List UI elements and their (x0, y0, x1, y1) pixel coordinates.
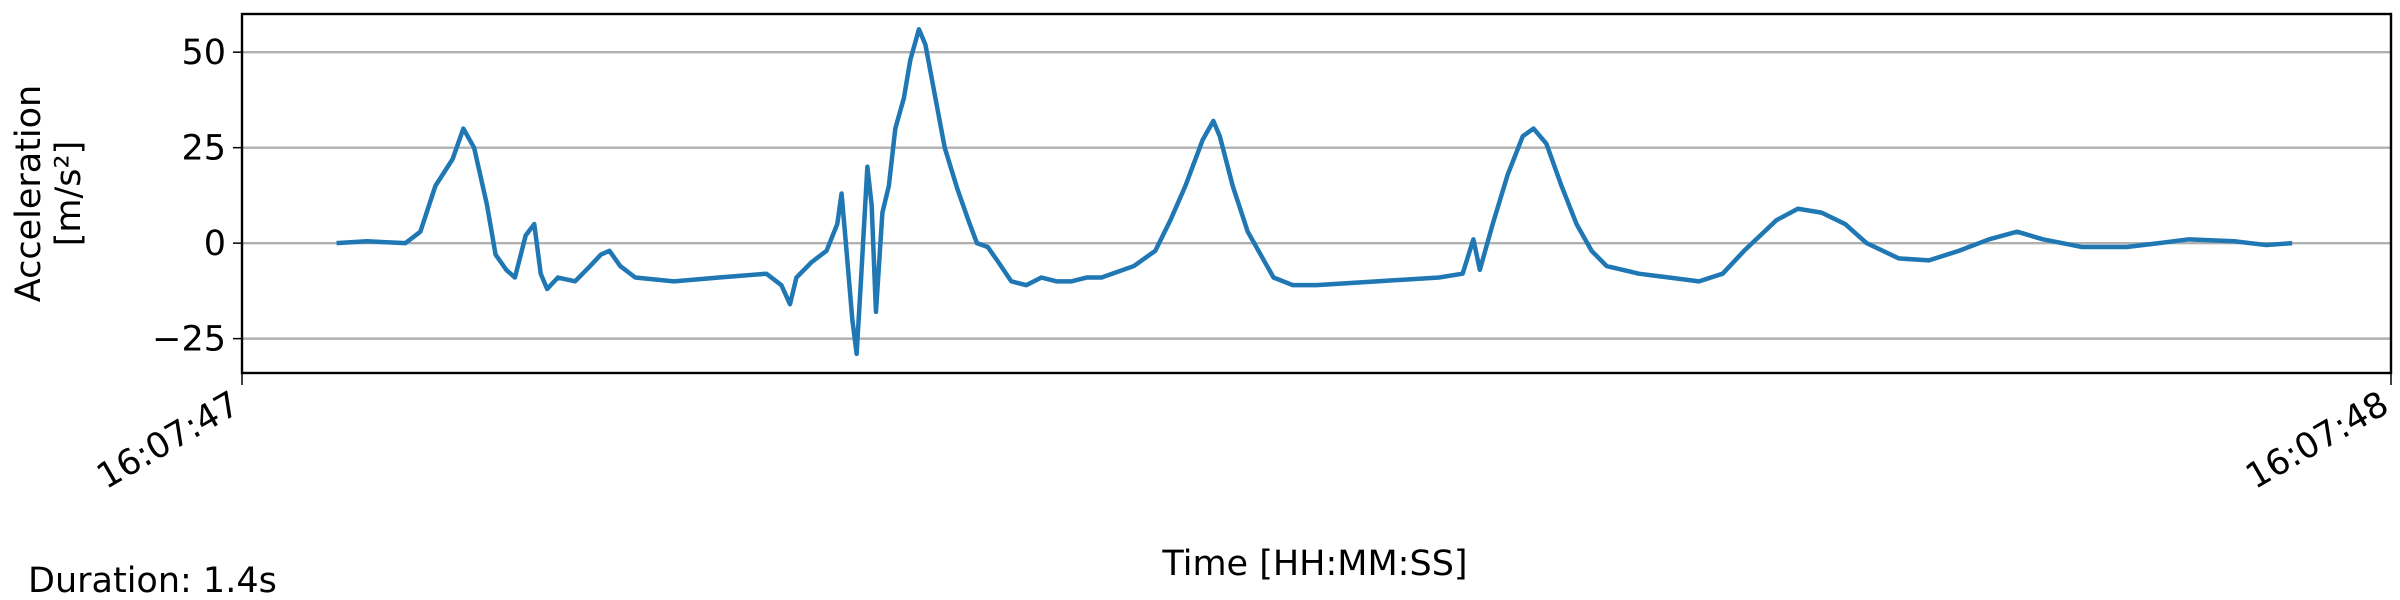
y-axis-label-line: [m/s²] (49, 141, 89, 246)
y-tick-label: −25 (152, 320, 226, 360)
x-tick-label: 16:07:48 (2239, 384, 2395, 497)
y-tick-label: 25 (181, 129, 226, 169)
x-tick-label: 16:07:47 (90, 384, 246, 497)
plot-frame (240, 12, 2393, 375)
data-line (336, 27, 2293, 357)
y-tick-label: 0 (204, 224, 226, 264)
y-axis-label-line: Acceleration (9, 85, 49, 303)
x-axis-label: Time [HH:MM:SS] (1161, 544, 1467, 584)
duration-annotation: Duration: 1.4s (28, 561, 277, 600)
y-axis-label: Acceleration[m/s²] (9, 85, 89, 303)
y-tick-label: 50 (181, 33, 226, 73)
